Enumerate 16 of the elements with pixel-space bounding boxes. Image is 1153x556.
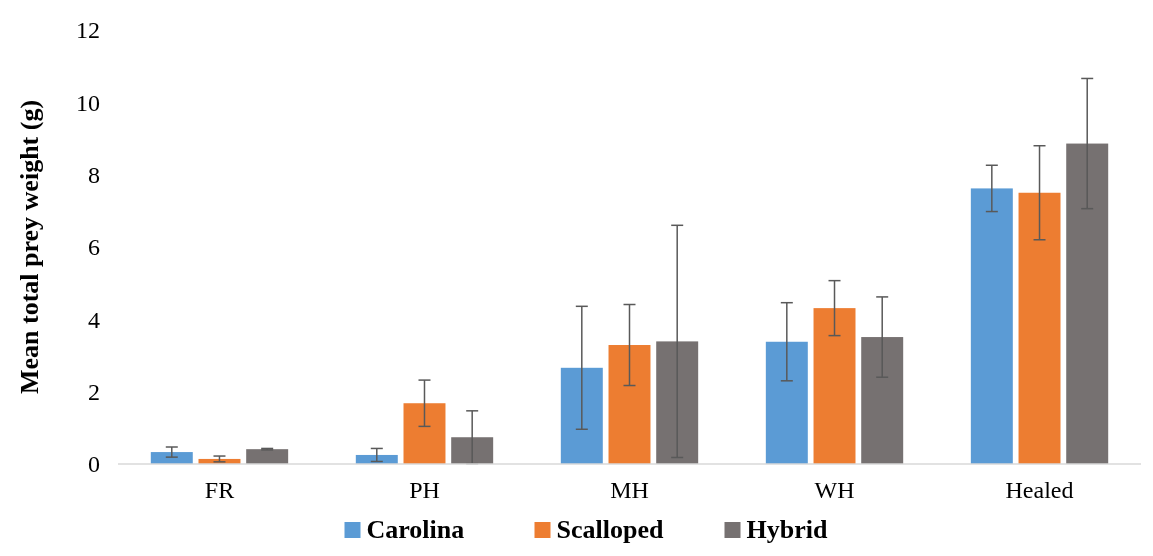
x-tick-label: WH <box>814 477 855 503</box>
y-tick-label: 8 <box>88 162 100 189</box>
y-axis-title: Mean total prey weight (g) <box>15 99 44 395</box>
x-tick-label: FR <box>204 477 235 503</box>
legend-label: Carolina <box>366 515 465 544</box>
y-tick-label: 10 <box>76 89 100 116</box>
y-tick-label: 6 <box>88 234 100 261</box>
y-tick-label: 4 <box>88 306 100 333</box>
legend-label: Hybrid <box>746 515 828 544</box>
legend-label: Scalloped <box>556 515 664 544</box>
x-tick-label: PH <box>409 477 440 503</box>
y-tick-label: 12 <box>76 17 100 44</box>
y-tick-label: 2 <box>88 379 100 406</box>
y-tick-label: 0 <box>88 451 100 478</box>
x-tick-label: Healed <box>1005 477 1074 503</box>
x-tick-label: MH <box>610 477 649 503</box>
